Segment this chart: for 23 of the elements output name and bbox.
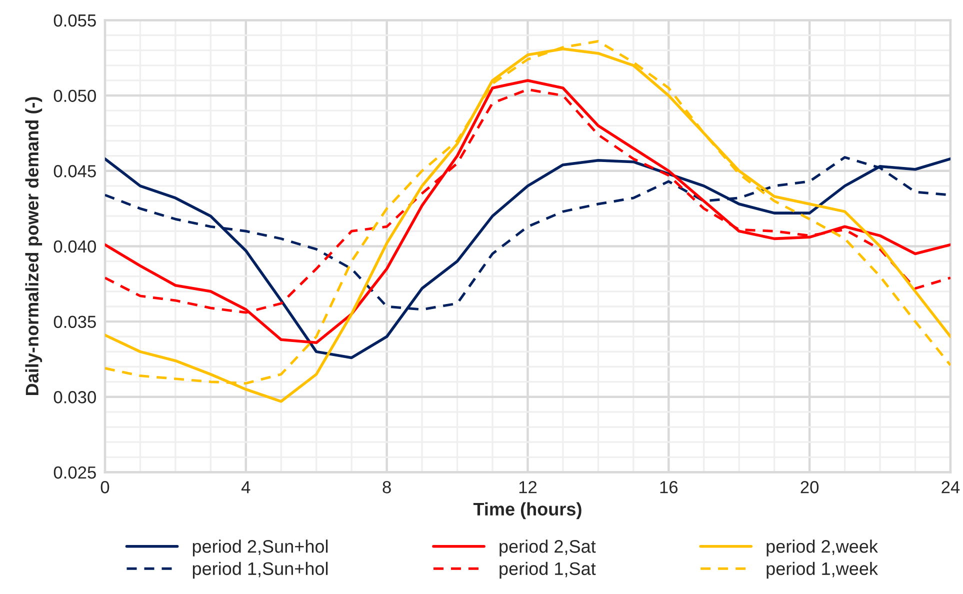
x-tick-label: 4 <box>241 481 250 494</box>
line-series <box>104 157 950 360</box>
x-axis-title: Time (hours) <box>473 502 582 520</box>
y-tick-label: 0.030 <box>54 391 96 404</box>
legend-label: period 1,Sat <box>500 562 596 579</box>
x-tick-label: 12 <box>519 481 537 494</box>
x-tick-label: 0 <box>100 481 110 494</box>
legend-label: period 2,Sat <box>500 540 596 556</box>
y-tick-label: 0.055 <box>54 14 96 27</box>
legend-label: period 2,week <box>766 540 878 556</box>
y-axis-title: Daily-normalized power demand (-) <box>25 97 42 395</box>
x-tick-label: 8 <box>382 481 391 494</box>
y-tick-label: 0.050 <box>54 90 96 102</box>
x-tick-label: 16 <box>660 481 678 494</box>
x-tick-label: 20 <box>800 481 819 494</box>
x-tick-label: 24 <box>942 481 960 494</box>
y-tick-label: 0.025 <box>54 466 96 479</box>
legend-label: period 2,Sun+hol <box>192 540 328 556</box>
y-tick-label: 0.035 <box>54 316 96 328</box>
legend-label: period 1,Sun+hol <box>192 562 328 579</box>
y-tick-label: 0.040 <box>54 240 96 253</box>
y-tick-label: 0.045 <box>54 165 96 178</box>
legend-label: period 1,week <box>766 562 878 579</box>
